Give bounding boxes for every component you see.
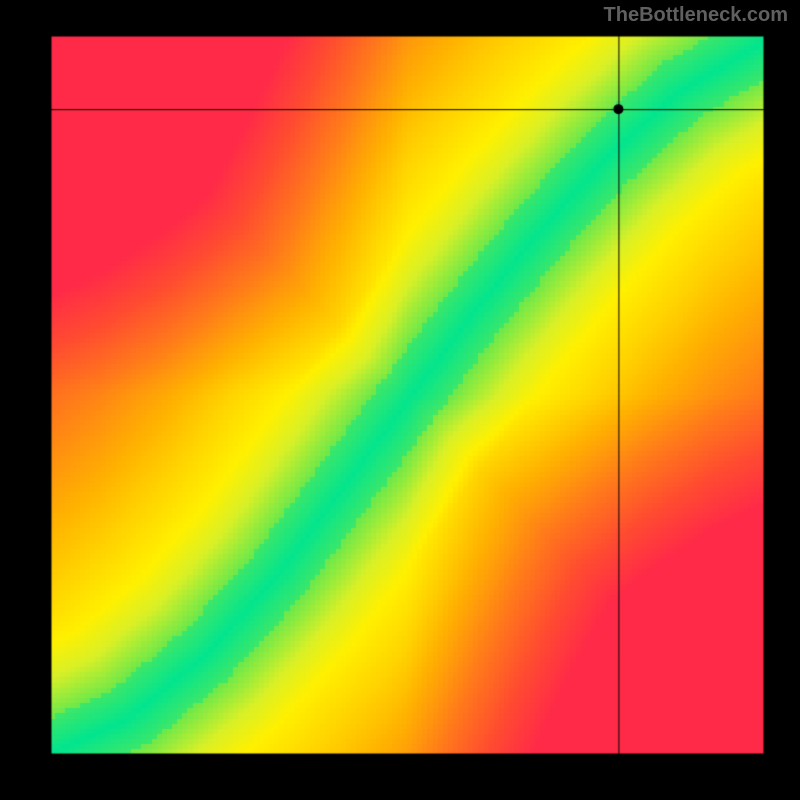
bottleneck-heatmap	[0, 0, 800, 800]
watermark-text: TheBottleneck.com	[604, 4, 788, 27]
